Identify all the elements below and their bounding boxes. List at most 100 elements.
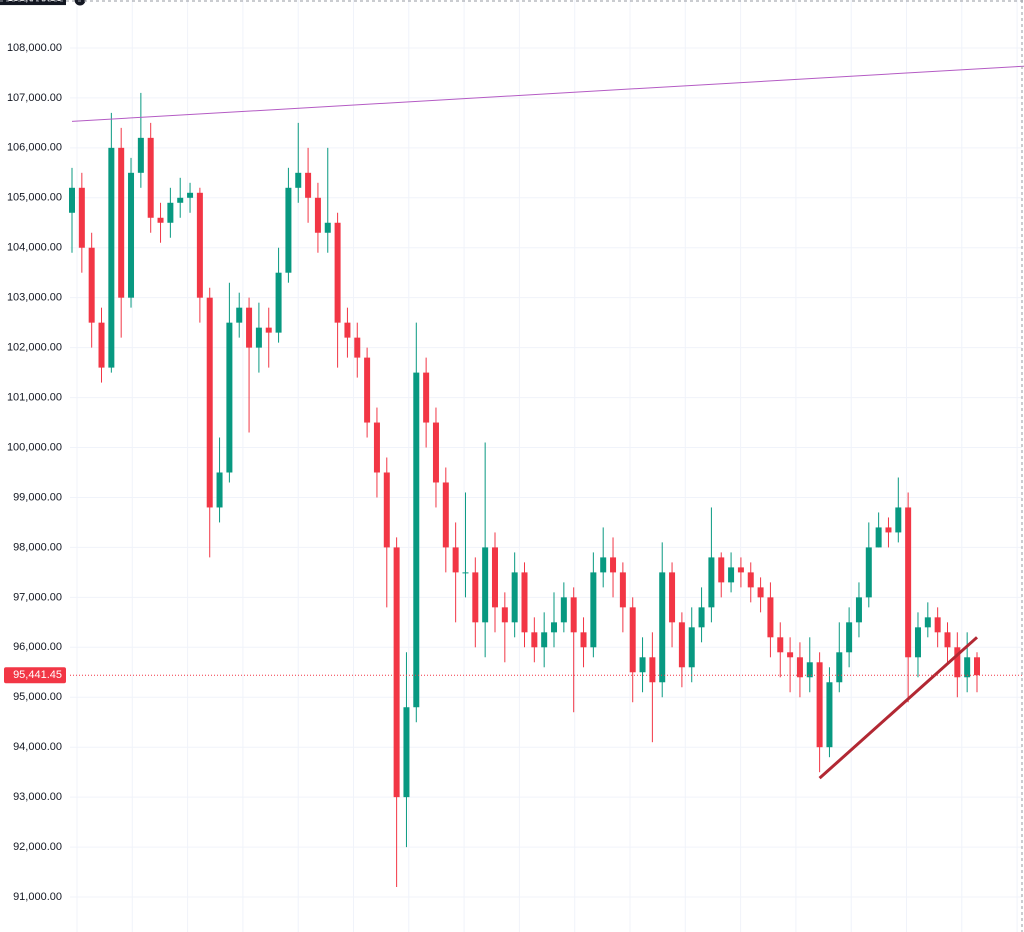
candle-body — [246, 307, 253, 348]
candle-body — [541, 632, 548, 648]
candle-body — [757, 587, 764, 598]
candle-body — [305, 172, 312, 198]
candle-body — [560, 597, 567, 623]
candle-body — [846, 622, 853, 653]
candle-body — [432, 422, 439, 483]
candle-body — [718, 557, 725, 583]
candle-body — [767, 597, 774, 638]
candle-body — [98, 322, 105, 368]
y-tick-label: 108,000.00 — [7, 42, 62, 54]
grid-layer — [70, 0, 1022, 932]
y-tick-label: 95,000.00 — [13, 691, 62, 703]
y-tick-label: 104,000.00 — [7, 242, 62, 254]
y-tick-label: 92,000.00 — [13, 841, 62, 853]
candle-body — [255, 327, 262, 348]
candle-body — [69, 187, 75, 213]
y-tick-label: 97,000.00 — [13, 591, 62, 603]
candle-body — [275, 272, 282, 333]
candle-body — [914, 627, 921, 658]
y-tick-label: 96,000.00 — [13, 641, 62, 653]
candle-body — [619, 572, 626, 608]
candle-body — [344, 322, 351, 338]
candle-body — [383, 472, 390, 548]
candle-body — [551, 622, 558, 633]
candle-body — [265, 327, 272, 333]
candle-body — [649, 657, 656, 683]
y-tick-label: 93,000.00 — [13, 791, 62, 803]
candle-body — [128, 172, 135, 298]
plot-layer — [69, 65, 1024, 888]
y-tick-label: 99,000.00 — [13, 491, 62, 503]
candle-body — [521, 572, 528, 633]
candle-body — [511, 572, 518, 623]
candle-body — [373, 422, 380, 473]
candle-body — [905, 507, 912, 658]
candle-body — [924, 617, 931, 628]
high-marker-label: 108,978.50 — [7, 0, 62, 4]
candle-body — [334, 222, 341, 323]
candle-body — [708, 557, 715, 608]
y-tick-label: 91,000.00 — [13, 891, 62, 903]
y-tick-label: 103,000.00 — [7, 292, 62, 304]
candle-body — [865, 547, 872, 598]
candle-body — [895, 507, 902, 533]
candle-body — [442, 482, 449, 548]
candle-body — [855, 597, 862, 623]
candle-body — [934, 617, 941, 633]
candle-body — [108, 147, 115, 368]
y-tick-label: 98,000.00 — [13, 541, 62, 553]
candle-body — [354, 337, 361, 358]
candle-body — [688, 627, 695, 668]
candle-body — [462, 572, 469, 574]
candle-body — [826, 682, 833, 748]
candle-body — [944, 632, 951, 648]
candle-body — [187, 192, 194, 198]
candle-body — [974, 657, 980, 676]
candle-body — [285, 187, 292, 273]
candle-body — [491, 547, 498, 608]
candle-body — [570, 597, 577, 633]
candle-body — [875, 527, 882, 548]
candle-body — [452, 547, 459, 573]
candle-body — [236, 307, 243, 323]
candle-body — [787, 652, 794, 658]
high-marker-icon — [73, 0, 87, 7]
candle-body — [590, 572, 597, 648]
candle-body — [964, 657, 971, 678]
candle-body — [806, 662, 813, 678]
candle-body — [954, 647, 961, 678]
high-marker-badge — [0, 0, 66, 6]
y-tick-label: 105,000.00 — [7, 192, 62, 204]
y-tick-label: 101,000.00 — [7, 391, 62, 403]
candle-body — [659, 572, 666, 683]
candle-body — [226, 322, 233, 473]
candle-body — [669, 572, 676, 623]
y-tick-label: 102,000.00 — [7, 342, 62, 354]
candle-body — [885, 527, 892, 533]
candle-body — [639, 657, 646, 673]
candle-body — [600, 557, 607, 573]
candle-body — [403, 707, 410, 798]
candle-body — [678, 622, 685, 668]
candle-body — [314, 197, 321, 233]
candle-body — [393, 547, 400, 798]
trend-line — [71, 65, 1024, 122]
candle-body — [216, 472, 223, 508]
y-tick-label: 107,000.00 — [7, 92, 62, 104]
candle-body — [482, 547, 489, 623]
candle-body — [610, 557, 617, 573]
candle-body — [580, 632, 587, 648]
candle-body — [167, 202, 174, 223]
candle-body — [88, 247, 95, 323]
current-price-badge — [4, 667, 66, 684]
trend-line — [818, 636, 979, 780]
candle-body — [295, 172, 302, 188]
candle-body — [501, 607, 508, 623]
candle-body — [157, 217, 164, 223]
candle-body — [147, 137, 154, 218]
candle-body — [796, 657, 803, 678]
candle-body — [698, 607, 705, 628]
candle-body — [777, 637, 784, 653]
